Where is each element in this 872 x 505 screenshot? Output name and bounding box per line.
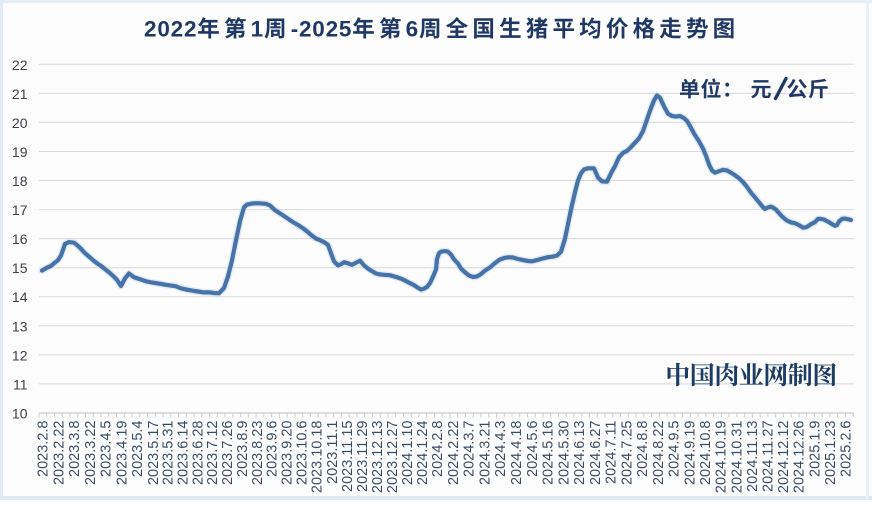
svg-text:2023.8.23: 2023.8.23 (250, 421, 266, 486)
svg-text:2024.1.10: 2024.1.10 (400, 421, 416, 486)
svg-text:2024.8.8: 2024.8.8 (635, 421, 651, 477)
svg-text:2023.10.18: 2023.10.18 (310, 421, 326, 494)
svg-text:单位：元公斤: 单位：元公斤 (679, 74, 830, 104)
svg-text:2024.11.13: 2024.11.13 (745, 421, 761, 493)
svg-text:17: 17 (12, 202, 28, 218)
svg-text:2023.7.26: 2023.7.26 (220, 421, 236, 486)
svg-text:2024.1.24: 2024.1.24 (415, 421, 431, 486)
svg-text:2023.2.22: 2023.2.22 (51, 421, 67, 486)
svg-text:2024.6.13: 2024.6.13 (572, 421, 588, 486)
svg-text:2024.6.27: 2024.6.27 (588, 421, 604, 486)
svg-text:2023.12.27: 2023.12.27 (385, 421, 401, 494)
svg-text:2024.12.12: 2024.12.12 (776, 421, 792, 494)
svg-text:2023.6.14: 2023.6.14 (176, 421, 192, 486)
svg-text:2023.9.20: 2023.9.20 (280, 421, 296, 486)
svg-text:2024.11.27: 2024.11.27 (761, 421, 777, 493)
svg-text:2024.7.25: 2024.7.25 (619, 421, 635, 486)
svg-text:2024.8.22: 2024.8.22 (651, 421, 667, 486)
svg-text:2024.9.19: 2024.9.19 (682, 421, 698, 486)
svg-text:2023.5.31: 2023.5.31 (161, 421, 177, 486)
svg-text:12: 12 (12, 347, 28, 363)
svg-text:14: 14 (12, 289, 28, 305)
svg-text:2023.11.29: 2023.11.29 (355, 421, 371, 493)
svg-text:2024.10.8: 2024.10.8 (698, 421, 714, 486)
svg-text:2023.11.15: 2023.11.15 (340, 421, 356, 493)
svg-text:13: 13 (12, 318, 28, 334)
svg-text:2023.2.8: 2023.2.8 (36, 421, 52, 477)
svg-text:15: 15 (12, 260, 28, 276)
svg-text:2024.9.5: 2024.9.5 (667, 421, 683, 477)
svg-text:2023.3.22: 2023.3.22 (83, 421, 99, 486)
svg-text:2023.6.28: 2023.6.28 (190, 421, 206, 486)
svg-text:2023.9.6: 2023.9.6 (265, 421, 281, 477)
svg-text:2023.10.6: 2023.10.6 (295, 421, 311, 486)
svg-text:2023.5.17: 2023.5.17 (146, 421, 162, 486)
svg-text:2023.4.19: 2023.4.19 (114, 421, 130, 486)
svg-text:18: 18 (12, 173, 28, 189)
svg-text:22: 22 (12, 57, 28, 73)
svg-text:2025.1.23: 2025.1.23 (823, 421, 839, 486)
svg-text:2023.12.13: 2023.12.13 (370, 421, 386, 494)
svg-text:2025.1.9: 2025.1.9 (807, 421, 823, 477)
svg-text:2024.12.26: 2024.12.26 (792, 421, 808, 494)
svg-text:2024.2.8: 2024.2.8 (430, 421, 446, 477)
svg-text:2024.5.6: 2024.5.6 (525, 421, 541, 477)
svg-text:21: 21 (12, 86, 28, 102)
svg-text:2023.8.9: 2023.8.9 (235, 421, 251, 477)
svg-text:20: 20 (12, 115, 28, 131)
svg-text:2024.4.18: 2024.4.18 (509, 421, 525, 486)
svg-text:2024.4.3: 2024.4.3 (493, 421, 509, 477)
svg-text:2024.5.30: 2024.5.30 (556, 421, 572, 486)
svg-text:11: 11 (13, 376, 28, 392)
svg-text:10: 10 (12, 406, 28, 422)
svg-text:2024.3.21: 2024.3.21 (478, 421, 494, 486)
svg-text:2024.2.22: 2024.2.22 (446, 421, 462, 486)
svg-text:2023.7.12: 2023.7.12 (205, 421, 221, 486)
svg-text:2024.5.16: 2024.5.16 (541, 421, 557, 486)
svg-text:19: 19 (12, 144, 28, 160)
svg-text:2025.2.6: 2025.2.6 (839, 421, 855, 477)
svg-text:16: 16 (12, 231, 28, 247)
svg-text:2024.10.19: 2024.10.19 (714, 421, 730, 494)
svg-text:中国肉业网制图: 中国肉业网制图 (665, 356, 837, 392)
svg-text:2023.5.4: 2023.5.4 (130, 421, 146, 477)
svg-text:2024.10.31: 2024.10.31 (729, 421, 745, 494)
svg-text:2024.7.11: 2024.7.11 (604, 421, 620, 484)
svg-text:2024.3.7: 2024.3.7 (462, 421, 478, 477)
svg-text:2023.3.8: 2023.3.8 (67, 421, 83, 477)
svg-text:2022年第1周-2025年第6周全国生猪平均价格走势图: 2022年第1周-2025年第6周全国生猪平均价格走势图 (144, 12, 739, 44)
svg-text:2023.11.1: 2023.11.1 (325, 421, 341, 484)
svg-text:2023.4.5: 2023.4.5 (99, 421, 115, 477)
